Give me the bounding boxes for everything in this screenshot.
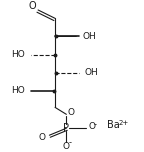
Text: 2+: 2+ xyxy=(118,120,129,126)
Text: Ba: Ba xyxy=(107,121,119,130)
Text: P: P xyxy=(63,123,69,133)
Text: -: - xyxy=(94,120,97,129)
Text: O: O xyxy=(29,2,36,12)
Text: O: O xyxy=(68,108,75,117)
Text: -: - xyxy=(69,138,72,147)
Text: HO: HO xyxy=(12,50,25,59)
Text: HO: HO xyxy=(12,86,25,95)
Text: OH: OH xyxy=(85,68,99,77)
Text: O: O xyxy=(63,142,70,151)
Text: OH: OH xyxy=(82,32,96,41)
Text: O: O xyxy=(39,133,46,142)
Text: O: O xyxy=(88,122,95,131)
